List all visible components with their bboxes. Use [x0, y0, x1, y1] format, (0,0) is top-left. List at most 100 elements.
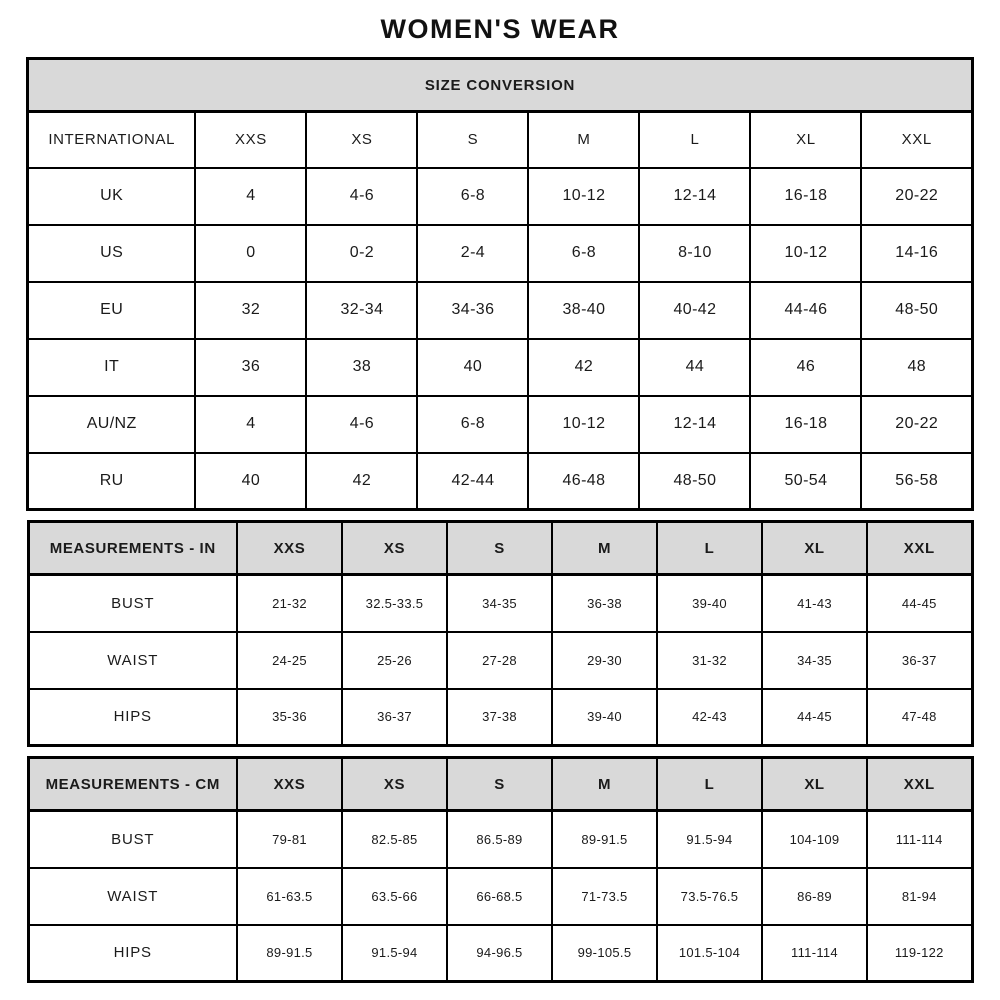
- measurement-cell: 21-32: [236, 573, 343, 633]
- size-cell: 10-12: [527, 166, 641, 226]
- table-row: RU 40 42 42-44 46-48 48-50 50-54 56-58: [26, 451, 974, 511]
- column-header: XS: [341, 756, 448, 812]
- size-cell: 50-54: [749, 451, 863, 511]
- measurements-cm-header: MEASUREMENTS - CM: [27, 756, 238, 812]
- measurement-cell: 32.5-33.5: [341, 573, 448, 633]
- size-cell: 40: [416, 337, 530, 397]
- size-conversion-table: SIZE CONVERSION INTERNATIONAL XXS XS S M…: [25, 57, 975, 511]
- size-cell: 8-10: [638, 223, 752, 283]
- table-header-row: MEASUREMENTS - IN XXS XS S M L XL XXL: [27, 520, 973, 576]
- measurement-cell: 61-63.5: [236, 866, 343, 926]
- size-cell: 44: [638, 337, 752, 397]
- size-cell: 48-50: [638, 451, 752, 511]
- column-header: S: [416, 110, 530, 169]
- measurement-cell: 39-40: [656, 573, 763, 633]
- size-cell: 16-18: [749, 166, 863, 226]
- table-row: WAIST 61-63.5 63.5-66 66-68.5 71-73.5 73…: [27, 866, 973, 926]
- size-cell: 48: [860, 337, 974, 397]
- column-header: L: [656, 520, 763, 576]
- measurement-cell: 111-114: [866, 809, 973, 869]
- table-row: HIPS 89-91.5 91.5-94 94-96.5 99-105.5 10…: [27, 923, 973, 983]
- measurement-cell: 81-94: [866, 866, 973, 926]
- column-header: XXS: [236, 520, 343, 576]
- column-header: XXS: [194, 110, 308, 169]
- table-header-row: INTERNATIONAL XXS XS S M L XL XXL: [26, 110, 974, 169]
- column-header: XS: [305, 110, 419, 169]
- measurement-cell: 66-68.5: [446, 866, 553, 926]
- measurement-cell: 119-122: [866, 923, 973, 983]
- measurement-cell: 34-35: [761, 630, 868, 690]
- measurements-in-table: MEASUREMENTS - IN XXS XS S M L XL XXL BU…: [26, 520, 974, 747]
- measurement-cell: 47-48: [866, 687, 973, 747]
- column-header: L: [656, 756, 763, 812]
- measurement-cell: 29-30: [551, 630, 658, 690]
- size-cell: 6-8: [416, 394, 530, 454]
- measurement-cell: 42-43: [656, 687, 763, 747]
- measurement-cell: 89-91.5: [551, 809, 658, 869]
- measurement-cell: 82.5-85: [341, 809, 448, 869]
- measurement-cell: 31-32: [656, 630, 763, 690]
- measurement-cell: 91.5-94: [656, 809, 763, 869]
- column-header: S: [446, 756, 553, 812]
- size-cell: 34-36: [416, 280, 530, 340]
- column-header: XXL: [860, 110, 974, 169]
- table-header-row: MEASUREMENTS - CM XXS XS S M L XL XXL: [27, 756, 973, 812]
- size-cell: 42: [527, 337, 641, 397]
- size-cell: 12-14: [638, 166, 752, 226]
- measurement-cell: 86-89: [761, 866, 868, 926]
- row-label: IT: [26, 337, 197, 397]
- table-row: US 0 0-2 2-4 6-8 8-10 10-12 14-16: [26, 223, 974, 283]
- measurement-cell: 41-43: [761, 573, 868, 633]
- row-label: US: [26, 223, 197, 283]
- table-row: IT 36 38 40 42 44 46 48: [26, 337, 974, 397]
- measurements-cm-table: MEASUREMENTS - CM XXS XS S M L XL XXL BU…: [26, 756, 974, 983]
- row-label: EU: [26, 280, 197, 340]
- measurement-cell: 36-38: [551, 573, 658, 633]
- measurement-cell: 37-38: [446, 687, 553, 747]
- table-row: BUST 79-81 82.5-85 86.5-89 89-91.5 91.5-…: [27, 809, 973, 869]
- size-cell: 40: [194, 451, 308, 511]
- column-header: M: [551, 520, 658, 576]
- size-cell: 20-22: [860, 394, 974, 454]
- row-label: BUST: [27, 573, 238, 633]
- measurement-cell: 36-37: [866, 630, 973, 690]
- size-cell: 42: [305, 451, 419, 511]
- measurement-cell: 91.5-94: [341, 923, 448, 983]
- size-cell: 38-40: [527, 280, 641, 340]
- row-label: WAIST: [27, 866, 238, 926]
- size-cell: 2-4: [416, 223, 530, 283]
- size-cell: 10-12: [527, 394, 641, 454]
- column-header: INTERNATIONAL: [26, 110, 197, 169]
- size-cell: 0: [194, 223, 308, 283]
- measurement-cell: 25-26: [341, 630, 448, 690]
- measurement-cell: 89-91.5: [236, 923, 343, 983]
- size-cell: 38: [305, 337, 419, 397]
- size-cell: 48-50: [860, 280, 974, 340]
- size-cell: 36: [194, 337, 308, 397]
- size-cell: 4: [194, 394, 308, 454]
- measurement-cell: 73.5-76.5: [656, 866, 763, 926]
- size-cell: 14-16: [860, 223, 974, 283]
- column-header: M: [527, 110, 641, 169]
- measurement-cell: 44-45: [866, 573, 973, 633]
- table-row: AU/NZ 4 4-6 6-8 10-12 12-14 16-18 20-22: [26, 394, 974, 454]
- table-row: WAIST 24-25 25-26 27-28 29-30 31-32 34-3…: [27, 630, 973, 690]
- measurement-cell: 101.5-104: [656, 923, 763, 983]
- size-cell: 46-48: [527, 451, 641, 511]
- size-cell: 4-6: [305, 166, 419, 226]
- table-row: EU 32 32-34 34-36 38-40 40-42 44-46 48-5…: [26, 280, 974, 340]
- column-header: XXL: [866, 756, 973, 812]
- column-header: XXL: [866, 520, 973, 576]
- measurement-cell: 99-105.5: [551, 923, 658, 983]
- column-header: XL: [761, 756, 868, 812]
- measurement-cell: 71-73.5: [551, 866, 658, 926]
- size-cell: 56-58: [860, 451, 974, 511]
- measurement-cell: 27-28: [446, 630, 553, 690]
- measurement-cell: 39-40: [551, 687, 658, 747]
- page-title: WOMEN'S WEAR: [380, 14, 620, 44]
- column-header: XXS: [236, 756, 343, 812]
- column-header: XL: [761, 520, 868, 576]
- measurement-cell: 35-36: [236, 687, 343, 747]
- size-cell: 4-6: [305, 394, 419, 454]
